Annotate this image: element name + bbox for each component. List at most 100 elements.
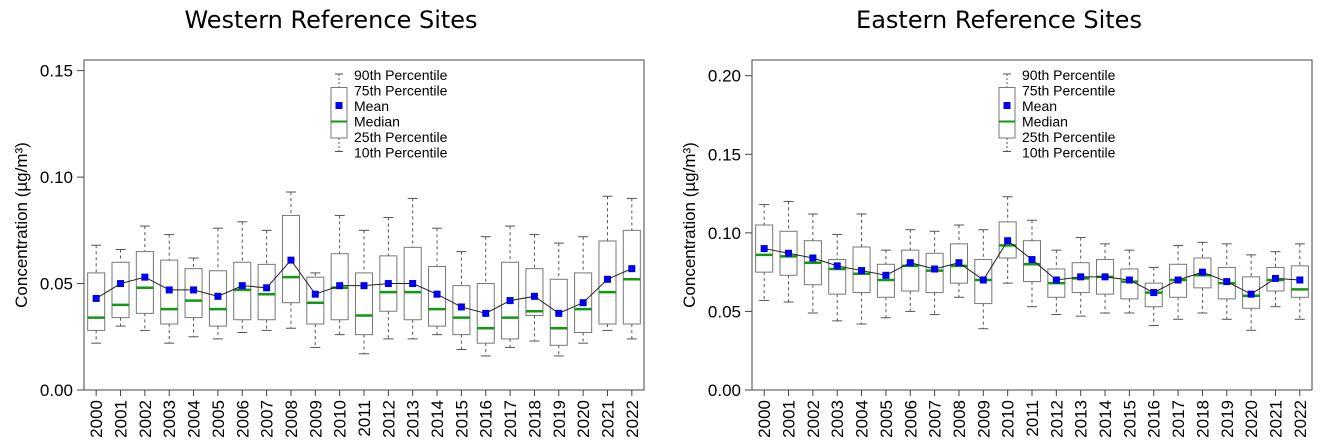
mean-marker: [833, 262, 841, 270]
x-tick-label: 2012: [1047, 400, 1066, 438]
legend-label: 25th Percentile: [354, 129, 448, 145]
box-iqr: [111, 261, 130, 319]
box-2005: [876, 249, 895, 319]
x-tick-label: 2004: [853, 400, 872, 438]
box-2009: [306, 272, 325, 348]
x-tick-label: 2009: [306, 400, 325, 438]
x-tick-label: 2000: [755, 400, 774, 438]
box-2002: [803, 213, 822, 314]
box-2004: [184, 257, 203, 338]
box-2011: [1022, 219, 1042, 308]
y-tick-label: 0.00: [40, 381, 73, 400]
x-tick-label: 2014: [1096, 400, 1115, 438]
x-tick-label: 2013: [1072, 400, 1091, 438]
mean-marker: [457, 303, 465, 311]
mean-marker: [141, 273, 149, 281]
legend-label: 10th Percentile: [354, 145, 448, 161]
mean-marker: [214, 292, 222, 300]
x-tick-label: 2006: [233, 400, 252, 438]
legend-label: 90th Percentile: [354, 67, 448, 83]
box-2016: [476, 236, 495, 357]
legend-label: Mean: [1022, 98, 1057, 114]
x-tick-label: 2004: [185, 400, 204, 438]
box-iqr: [525, 268, 544, 316]
box-2011: [354, 229, 374, 355]
box-2015: [452, 251, 471, 351]
mean-marker: [1077, 273, 1085, 281]
mean-marker: [384, 280, 392, 288]
mean-marker: [336, 282, 344, 290]
box-plot-eastern: 0.00 0.05 0.10 0.15 0.20 Concentration (µg/m³…: [680, 59, 1313, 438]
mean-marker: [1198, 268, 1206, 276]
box-2021: [598, 195, 617, 331]
legend-box: [998, 87, 1016, 139]
legend-label: 75th Percentile: [1022, 83, 1116, 99]
box-2000: [87, 244, 106, 344]
x-tick-label: 2009: [974, 400, 993, 438]
x-tick-label: 2015: [1120, 400, 1139, 438]
box-2018: [525, 234, 544, 342]
x-tick-label: 2001: [780, 400, 799, 438]
box-iqr: [1120, 268, 1139, 300]
x-tick-label: 2005: [877, 400, 896, 438]
x-tick-label: 2011: [1023, 400, 1042, 437]
x-tick-label: 2001: [112, 400, 131, 438]
mean-marker: [1150, 289, 1158, 297]
mean-marker: [263, 284, 271, 292]
x-tick-label: 2005: [209, 400, 228, 438]
mean-marker: [1101, 273, 1109, 281]
box-2018: [1193, 241, 1212, 314]
chart-eastern: Eastern Reference Sites 0.00 0.05 0.10 0.15…: [668, 0, 1330, 444]
mean-marker: [530, 292, 538, 300]
mean-marker: [906, 259, 914, 267]
y-tick-label: 0.05: [40, 275, 73, 294]
mean-marker: [117, 280, 125, 288]
x-tick-label: 2012: [379, 400, 398, 438]
mean-marker: [785, 249, 793, 257]
mean-marker: [858, 267, 866, 275]
x-tick-label: 2008: [282, 400, 301, 438]
mean-marker: [92, 294, 100, 302]
x-tick-label: 2016: [477, 400, 496, 438]
mean-marker: [1247, 290, 1255, 298]
legend-mean-marker: [1003, 102, 1011, 109]
legend-label: Median: [1022, 114, 1068, 130]
box-2013: [403, 197, 422, 340]
mean-marker: [360, 282, 368, 290]
box-2010: [330, 214, 349, 336]
mean-marker: [628, 265, 636, 273]
box-2005: [208, 227, 227, 340]
y-axis-label: Concentration (µg/m³): [12, 142, 31, 308]
mean-marker: [979, 276, 987, 284]
box-2016: [1144, 266, 1163, 327]
y-tick-label: 0.20: [708, 67, 741, 86]
mean-marker: [555, 309, 563, 317]
x-tick-label: 2010: [331, 400, 350, 438]
mean-marker: [1004, 237, 1012, 245]
legend-mean-marker: [335, 102, 343, 109]
mean-marker: [1125, 276, 1133, 284]
y-tick-label: 0.10: [708, 224, 741, 243]
x-tick-label: 2015: [452, 400, 471, 438]
legend-label: 25th Percentile: [1022, 129, 1116, 145]
box-2017: [501, 225, 520, 348]
box-2001: [111, 248, 130, 327]
box-2014: [428, 227, 447, 336]
mean-marker: [1028, 256, 1036, 264]
mean-marker: [1223, 278, 1231, 286]
box-plot-western: 0.00 0.05 0.10 0.15 Concentration (µg/m³) 200…: [12, 59, 645, 438]
x-tick-label: 2020: [574, 400, 593, 438]
x-tick-label: 2002: [136, 400, 155, 438]
mean-marker: [1052, 276, 1060, 284]
mean-marker: [1174, 276, 1182, 284]
x-tick-label: 2007: [926, 400, 945, 438]
x-tick-label: 2007: [258, 400, 277, 438]
legend-label: Median: [354, 114, 400, 130]
mean-marker: [955, 259, 963, 267]
y-tick-label: 0.05: [708, 302, 741, 321]
x-tick-label: 2019: [1218, 400, 1237, 438]
x-tick-label: 2000: [87, 400, 106, 438]
box-2012: [379, 217, 398, 340]
x-tick-label: 2003: [828, 400, 847, 438]
